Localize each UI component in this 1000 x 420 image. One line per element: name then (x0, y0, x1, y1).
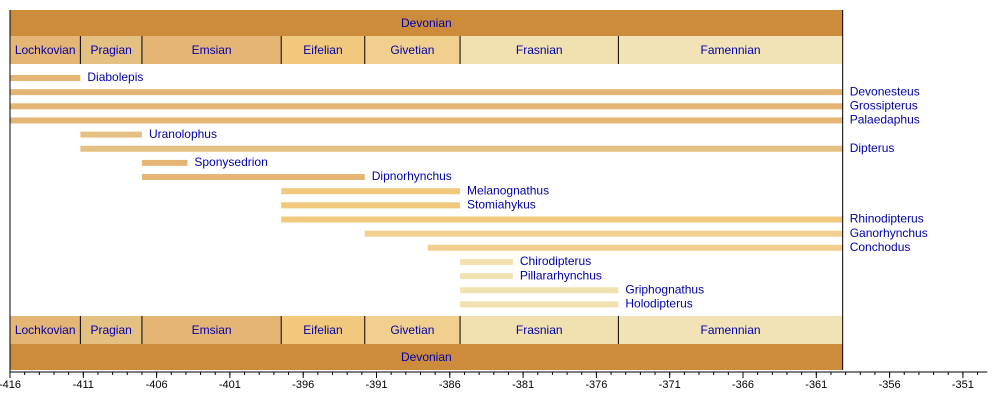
range-bar-dipnorhynchus (141, 174, 365, 181)
taxon-label-palaedaphus: Palaedaphus (850, 113, 920, 127)
range-bar-ganorhynchus (364, 230, 843, 237)
x-tick-label: -381 (512, 379, 534, 391)
taxon-label-dipnorhynchus: Dipnorhynchus (372, 169, 452, 183)
range-bar-grossipterus (10, 103, 843, 110)
taxon-label-stomiahykus: Stomiahykus (467, 198, 536, 212)
stage-band-lochkovian-bottom (10, 316, 81, 344)
range-bar-melanognathus (281, 188, 461, 195)
stage-label-emsian-top: Emsian (192, 43, 232, 57)
range-bar-devonesteus (10, 89, 843, 96)
stage-label-pragian-top: Pragian (90, 43, 131, 57)
taxon-label-devonesteus: Devonesteus (850, 84, 920, 98)
stage-label-eifelian-top: Eifelian (303, 43, 342, 57)
stage-label-lochkovian-top: Lochkovian (15, 43, 76, 57)
range-bar-sponysedrion (141, 159, 188, 166)
x-tick-label: -416 (0, 379, 21, 391)
taxon-label-grossipterus: Grossipterus (850, 98, 918, 112)
range-bar-holodipterus (460, 301, 619, 308)
range-bar-conchodus (427, 244, 843, 251)
stage-band-emsian-top (141, 36, 282, 64)
stage-label-famennian-bottom: Famennian (701, 323, 761, 337)
range-bar-pillararhynchus (460, 273, 513, 280)
stage-band-givetian-top (364, 36, 461, 64)
stage-label-emsian-bottom: Emsian (192, 323, 232, 337)
range-bar-chirodipterus (460, 258, 513, 265)
stage-band-famennian-bottom (618, 316, 843, 344)
taxon-label-sponysedrion: Sponysedrion (194, 155, 267, 169)
taxon-label-rhinodipterus: Rhinodipterus (850, 212, 924, 226)
stage-band-lochkovian-top (10, 36, 81, 64)
taxon-label-pillararhynchus: Pillararhynchus (520, 268, 602, 282)
x-tick-label: -356 (879, 379, 901, 391)
x-tick-label: -386 (439, 379, 461, 391)
range-bar-griphognathus (460, 287, 619, 294)
x-tick-label: -406 (146, 379, 168, 391)
taxon-label-conchodus: Conchodus (850, 240, 911, 254)
taxon-label-melanognathus: Melanognathus (467, 183, 549, 197)
taxon-label-griphognathus: Griphognathus (625, 282, 704, 296)
stage-band-frasnian-bottom (460, 316, 619, 344)
taxon-label-dipterus: Dipterus (850, 141, 895, 155)
x-tick-label: -396 (292, 379, 314, 391)
stage-band-frasnian-top (460, 36, 619, 64)
range-bar-rhinodipterus (281, 216, 843, 223)
period-band-top (10, 10, 843, 36)
stage-label-lochkovian-bottom: Lochkovian (15, 323, 76, 337)
taxon-label-chirodipterus: Chirodipterus (520, 254, 591, 268)
period-band-bottom (10, 344, 843, 370)
period-label-top: Devonian (401, 16, 452, 30)
stage-band-famennian-top (618, 36, 843, 64)
period-label-bottom: Devonian (401, 350, 452, 364)
taxon-label-ganorhynchus: Ganorhynchus (850, 226, 928, 240)
stage-label-pragian-bottom: Pragian (90, 323, 131, 337)
stage-label-frasnian-top: Frasnian (516, 43, 563, 57)
stage-label-givetian-top: Givetian (390, 43, 434, 57)
stage-band-eifelian-bottom (281, 316, 365, 344)
taxon-label-diabolepis: Diabolepis (87, 70, 143, 84)
stage-label-eifelian-bottom: Eifelian (303, 323, 342, 337)
stage-band-emsian-bottom (141, 316, 282, 344)
x-tick-label: -401 (219, 379, 241, 391)
stage-label-famennian-top: Famennian (701, 43, 761, 57)
x-tick-label: -361 (805, 379, 827, 391)
stage-label-frasnian-bottom: Frasnian (516, 323, 563, 337)
x-tick-label: -391 (365, 379, 387, 391)
taxon-label-holodipterus: Holodipterus (625, 297, 692, 311)
x-tick-label: -376 (585, 379, 607, 391)
range-bar-palaedaphus (10, 117, 843, 124)
stage-band-pragian-bottom (80, 316, 142, 344)
range-bar-dipterus (80, 145, 843, 152)
stage-band-pragian-top (80, 36, 142, 64)
taxon-label-uranolophus: Uranolophus (149, 127, 217, 141)
x-tick-label: -366 (732, 379, 754, 391)
x-tick-label: -411 (73, 379, 94, 391)
range-bar-uranolophus (80, 131, 142, 138)
stage-label-givetian-bottom: Givetian (390, 323, 434, 337)
stage-band-givetian-bottom (364, 316, 461, 344)
stage-band-eifelian-top (281, 36, 365, 64)
x-tick-label: -371 (659, 379, 681, 391)
range-bar-diabolepis (10, 75, 81, 81)
range-bar-stomiahykus (281, 202, 461, 209)
x-tick-label: -351 (952, 379, 974, 391)
